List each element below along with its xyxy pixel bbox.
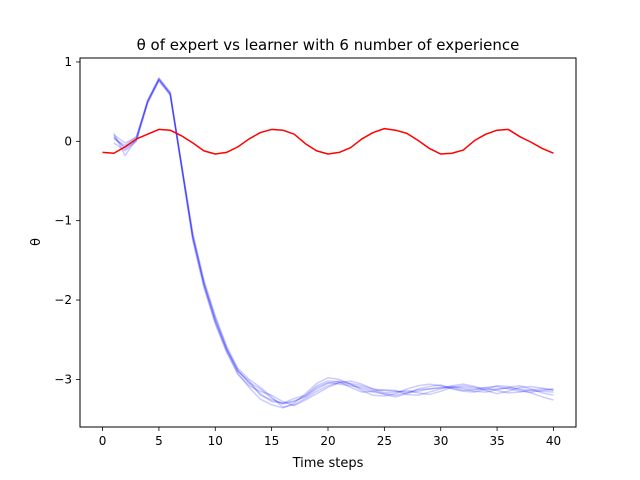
x-tick-label: 15 (264, 434, 279, 448)
y-tick-label: −1 (54, 214, 72, 228)
learner-series-line-4 (113, 77, 554, 404)
expert-series-line-1 (102, 127, 554, 155)
y-tick-label: −3 (54, 372, 72, 386)
y-axis-ticks: 1 0 −1 −2 −3 (54, 55, 80, 386)
y-tick-label: 1 (64, 55, 72, 69)
x-tick-label: 20 (320, 434, 335, 448)
y-axis-label: θ (29, 238, 44, 246)
y-tick-label: 0 (64, 134, 72, 148)
x-tick-label: 25 (377, 434, 392, 448)
plot-lines (102, 77, 554, 409)
chart-title: θ of expert vs learner with 6 number of … (137, 36, 520, 54)
y-tick-label: −2 (54, 293, 72, 307)
x-tick-label: 30 (433, 434, 448, 448)
learner-series-line-6 (113, 78, 554, 405)
x-tick-label: 10 (208, 434, 223, 448)
learner-series-line-5 (113, 79, 554, 407)
learner-series-line-3 (113, 80, 554, 409)
learner-series-line-2 (113, 77, 554, 408)
x-tick-label: 5 (155, 434, 163, 448)
x-tick-label: 40 (546, 434, 561, 448)
x-axis-ticks: 0 5 10 15 20 25 30 35 40 (99, 427, 561, 448)
x-axis-label: Time steps (292, 456, 364, 471)
learner-series-line-1 (113, 78, 554, 404)
x-tick-label: 35 (489, 434, 504, 448)
x-tick-label: 0 (99, 434, 107, 448)
